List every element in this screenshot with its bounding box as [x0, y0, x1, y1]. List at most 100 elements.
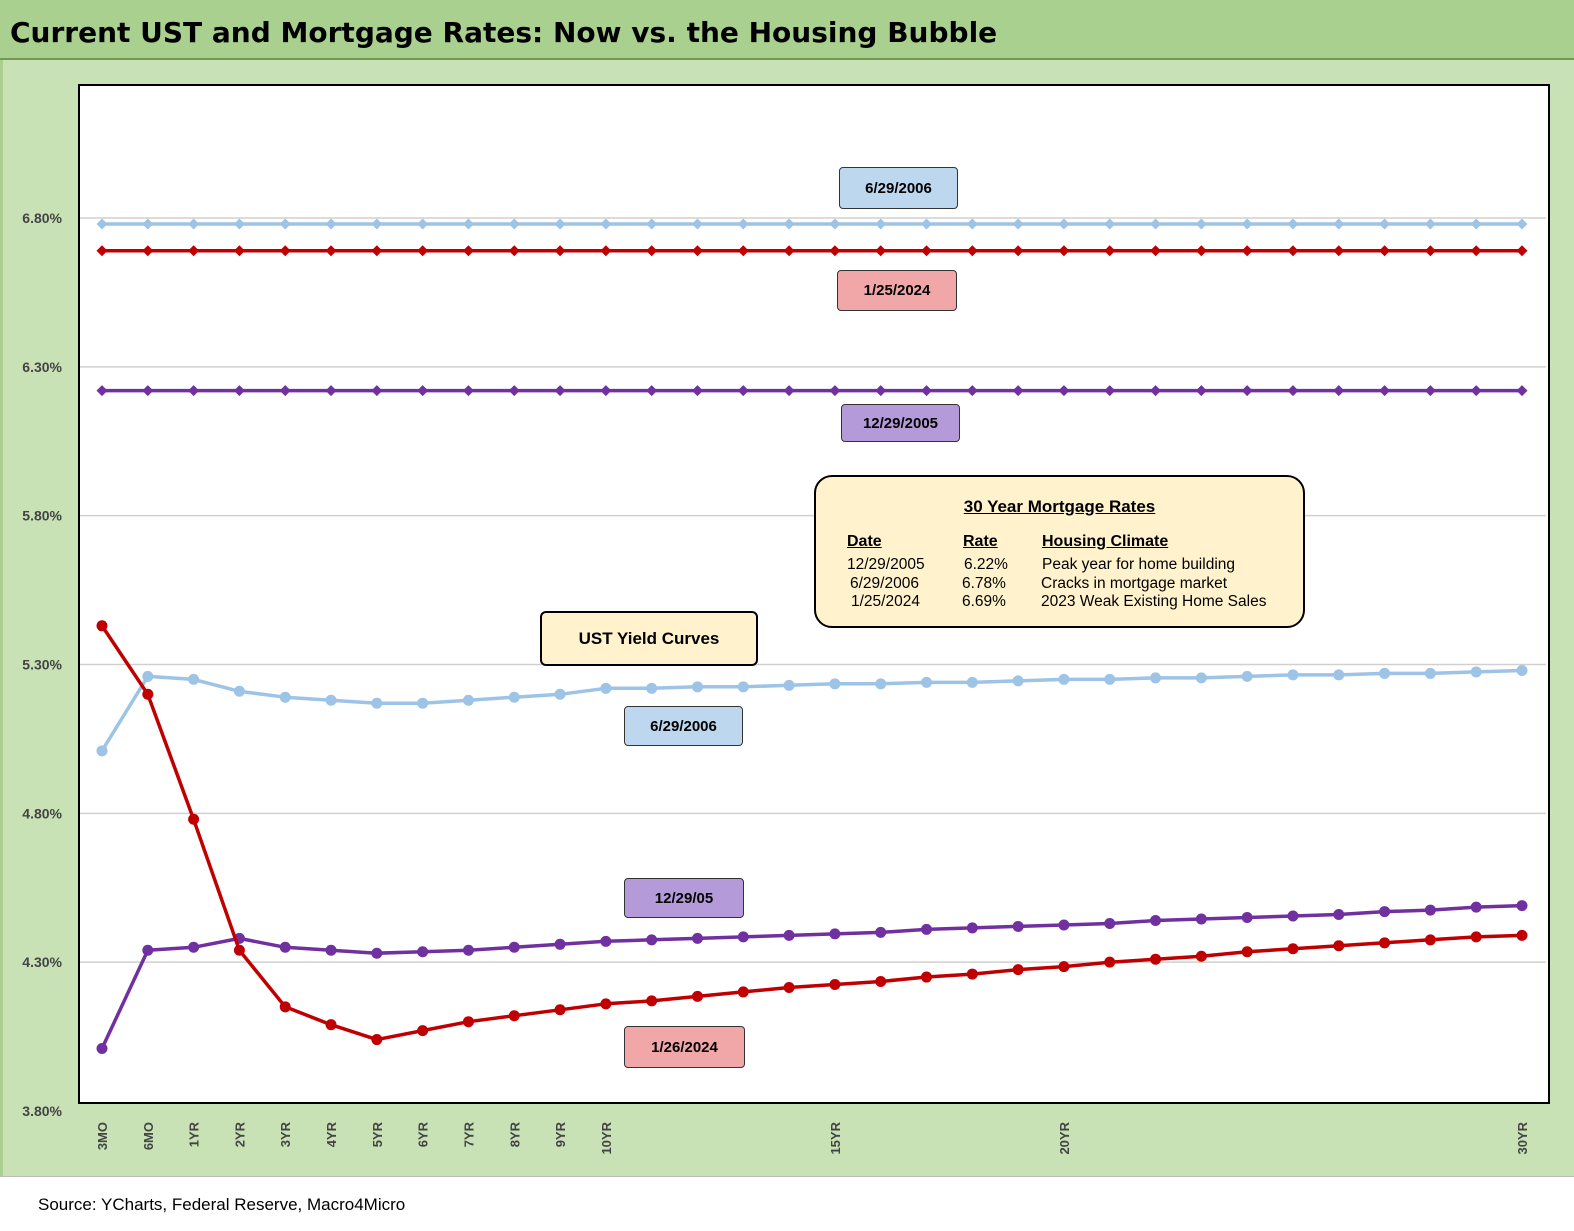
data-point-ust_2024	[188, 813, 200, 825]
data-point-mortgage_2024	[1150, 245, 1162, 257]
data-point-mortgage_2005	[966, 385, 978, 397]
data-point-ust_2006	[1104, 673, 1116, 685]
mortgage-row-climate: Peak year for home building	[1042, 556, 1236, 573]
data-point-ust_2024	[691, 990, 703, 1002]
mortgage-header-rate: Rate	[963, 533, 998, 550]
data-point-mortgage_2006	[783, 218, 795, 230]
data-point-mortgage_2006	[188, 218, 200, 230]
data-point-mortgage_2024	[1470, 245, 1482, 257]
data-point-mortgage_2005	[829, 385, 841, 397]
mortgage-row-climate: Cracks in mortgage market	[1041, 575, 1228, 592]
data-point-mortgage_2005	[1516, 385, 1528, 397]
data-point-mortgage_2024	[875, 245, 887, 257]
header-bar: Current UST and Mortgage Rates: Now vs. …	[0, 0, 1574, 60]
data-point-ust_2005	[783, 929, 795, 941]
data-point-ust_2024	[325, 1019, 337, 1031]
data-point-ust_2024	[1470, 931, 1482, 943]
data-point-ust_2005	[966, 922, 978, 934]
data-point-ust_2006	[508, 691, 520, 703]
series-line-ust_2006	[100, 668, 1523, 752]
data-point-mortgage_2005	[1150, 385, 1162, 397]
mortgage-row-date: 12/29/2005	[847, 556, 925, 573]
data-point-mortgage_2006	[966, 218, 978, 230]
data-point-ust_2024	[279, 1001, 291, 1013]
data-point-mortgage_2006	[1287, 218, 1299, 230]
y-tick-label: 5.30%	[22, 657, 62, 673]
data-point-mortgage_2005	[96, 385, 108, 397]
mortgage-row-rate: 6.69%	[962, 593, 1006, 610]
mortgage-row-rate: 6.22%	[964, 556, 1008, 573]
data-point-mortgage_2024	[1379, 245, 1391, 257]
mortgage-header-date: Date	[847, 533, 882, 550]
data-point-mortgage_2024	[1333, 245, 1345, 257]
gridlines	[80, 217, 1546, 963]
data-point-ust_2024	[1058, 961, 1070, 973]
y-tick-label: 4.80%	[22, 805, 62, 821]
chart-title: Current UST and Mortgage Rates: Now vs. …	[10, 16, 998, 49]
data-point-ust_2005	[142, 944, 154, 956]
data-point-mortgage_2005	[1241, 385, 1253, 397]
data-point-mortgage_2006	[829, 218, 841, 230]
data-point-mortgage_2006	[371, 218, 383, 230]
data-point-mortgage_2005	[1333, 385, 1345, 397]
data-point-ust_2006	[1241, 670, 1253, 682]
data-point-ust_2024	[600, 998, 612, 1010]
data-point-ust_2006	[325, 694, 337, 706]
data-point-ust_2006	[646, 682, 658, 694]
data-point-ust_2005	[96, 1042, 108, 1054]
label-mortgage-2024: 1/25/2024	[837, 270, 957, 311]
data-point-ust_2006	[1516, 664, 1528, 676]
data-point-mortgage_2005	[417, 385, 429, 397]
x-tick-label: 8YR	[507, 1121, 522, 1147]
data-point-mortgage_2024	[1195, 245, 1207, 257]
label-mortgage-2006: 6/29/2006	[839, 167, 958, 209]
data-point-mortgage_2024	[554, 245, 566, 257]
data-point-ust_2024	[875, 976, 887, 988]
data-point-mortgage_2005	[1195, 385, 1207, 397]
x-tick-label: 3YR	[278, 1121, 293, 1147]
data-point-mortgage_2005	[1470, 385, 1482, 397]
data-point-mortgage_2024	[783, 245, 795, 257]
data-point-mortgage_2024	[233, 245, 245, 257]
data-point-mortgage_2024	[1104, 245, 1116, 257]
data-point-mortgage_2006	[921, 218, 933, 230]
data-point-ust_2005	[1379, 906, 1391, 918]
data-point-ust_2005	[1104, 917, 1116, 929]
data-point-mortgage_2006	[1333, 218, 1345, 230]
data-point-ust_2005	[279, 941, 291, 953]
data-point-ust_2006	[1333, 669, 1345, 681]
data-point-ust_2024	[1287, 943, 1299, 955]
data-point-ust_2024	[233, 944, 245, 956]
data-point-ust_2006	[417, 697, 429, 709]
data-point-ust_2024	[1012, 964, 1024, 976]
data-point-mortgage_2006	[233, 218, 245, 230]
data-point-ust_2024	[966, 968, 978, 980]
x-tick-label: 3MO	[95, 1122, 110, 1150]
data-point-mortgage_2005	[1287, 385, 1299, 397]
data-point-ust_2006	[1287, 669, 1299, 681]
data-point-ust_2005	[1333, 909, 1345, 921]
mortgage-row-climate: 2023 Weak Existing Home Sales	[1041, 593, 1267, 610]
data-point-ust_2006	[1470, 666, 1482, 678]
data-point-mortgage_2005	[1379, 385, 1391, 397]
data-point-ust_2005	[646, 934, 658, 946]
data-point-mortgage_2006	[417, 218, 429, 230]
data-point-mortgage_2005	[600, 385, 612, 397]
data-point-ust_2005	[1424, 904, 1436, 916]
data-point-ust_2005	[1287, 910, 1299, 922]
data-point-mortgage_2006	[646, 218, 658, 230]
data-point-ust_2006	[371, 697, 383, 709]
data-point-ust_2006	[1195, 672, 1207, 684]
data-point-mortgage_2024	[417, 245, 429, 257]
footer: Source: YCharts, Federal Reserve, Macro4…	[0, 1176, 1574, 1231]
data-point-mortgage_2006	[1058, 218, 1070, 230]
data-point-mortgage_2005	[783, 385, 795, 397]
data-point-mortgage_2024	[600, 245, 612, 257]
data-point-ust_2005	[875, 926, 887, 938]
data-point-mortgage_2005	[462, 385, 474, 397]
data-point-ust_2006	[1150, 672, 1162, 684]
data-point-ust_2006	[462, 694, 474, 706]
data-point-mortgage_2006	[1470, 218, 1482, 230]
data-point-ust_2024	[1424, 934, 1436, 946]
data-point-ust_2005	[1012, 920, 1024, 932]
